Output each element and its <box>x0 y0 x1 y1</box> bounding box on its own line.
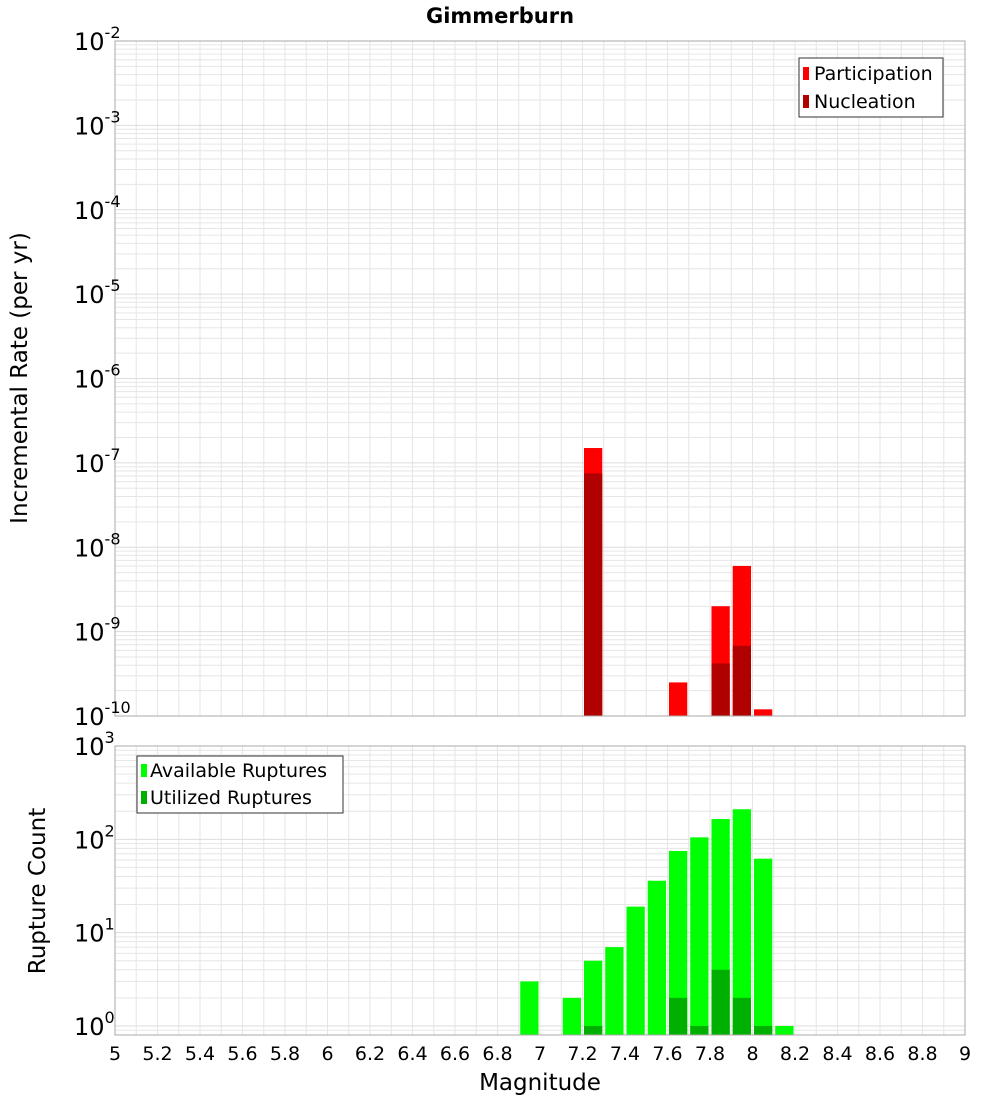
bottom-bar-available-ruptures <box>626 906 645 1035</box>
x-tick-label: 8.8 <box>907 1043 937 1065</box>
x-tick-label: 7.8 <box>695 1043 725 1065</box>
bottom-bar-available-ruptures <box>690 837 709 1035</box>
bottom-y-axis-label: Rupture Count <box>25 808 51 974</box>
bottom-bar-available-ruptures <box>520 981 539 1035</box>
bottom-bar-available-ruptures <box>775 1025 794 1035</box>
legend-swatch-available <box>141 764 147 777</box>
legend-swatch-nucleation <box>803 95 809 108</box>
x-tick-label: 5.4 <box>185 1043 215 1065</box>
top-y-tick-label: 10-9 <box>74 614 121 647</box>
x-axis-ticks: 5 5.2 5.4 5.6 5.8 6 6.2 6.4 6.6 6.8 7 7.2 7.4 7.6 7.8 8… <box>109 1043 971 1065</box>
top-y-tick-label: 10-8 <box>74 529 121 562</box>
bottom-y-tick-label: 102 <box>74 821 115 854</box>
bottom-bar-available-ruptures <box>562 997 582 1035</box>
bottom-plot-y-ticks: 100 101 102 103 <box>74 728 115 1041</box>
top-bar-nucleation <box>711 663 730 716</box>
bottom-bar-available-ruptures <box>583 960 603 1035</box>
top-plot-bars <box>583 448 773 716</box>
x-tick-label: 8.2 <box>780 1043 810 1065</box>
bottom-legend: Available Ruptures Utilized Ruptures <box>136 755 344 814</box>
bottom-bar-available-ruptures <box>668 850 688 1035</box>
x-tick-label: 6.6 <box>440 1043 470 1065</box>
top-bar-participation <box>753 709 773 716</box>
x-axis-label: Magnitude <box>479 1070 601 1096</box>
bottom-bar-available-ruptures <box>732 809 752 1035</box>
top-y-tick-label: 10-6 <box>74 361 121 394</box>
top-y-tick-label: 10-2 <box>74 23 121 56</box>
bottom-bar-utilized-ruptures <box>753 1025 773 1035</box>
top-legend: Participation Nucleation <box>798 57 944 118</box>
legend-label-participation: Participation <box>814 63 933 85</box>
top-bar-nucleation <box>732 645 752 716</box>
x-tick-label: 6.2 <box>355 1043 385 1065</box>
x-tick-label: 7.6 <box>652 1043 682 1065</box>
x-tick-label: 9 <box>959 1043 971 1065</box>
top-y-tick-label: 10-4 <box>74 192 121 225</box>
top-y-tick-label: 10-3 <box>74 107 121 140</box>
bottom-bar-available-ruptures <box>647 880 667 1035</box>
top-bar-nucleation <box>583 473 603 716</box>
x-tick-label: 7 <box>534 1043 546 1065</box>
legend-swatch-utilized <box>141 791 147 804</box>
x-tick-label: 6.4 <box>397 1043 427 1065</box>
x-tick-label: 7.4 <box>610 1043 640 1065</box>
x-tick-label: 6.8 <box>482 1043 512 1065</box>
top-legend-box <box>798 57 944 118</box>
top-plot-y-ticks: 10-10 10-9 10-8 10-7 10-6 10-5 10-4 10-3 10-2 <box>74 23 131 731</box>
top-plot-gridlines <box>114 40 966 717</box>
bottom-bar-available-ruptures <box>753 858 773 1035</box>
x-tick-label: 8.6 <box>865 1043 895 1065</box>
top-y-axis-label: Incremental Rate (per yr) <box>7 232 33 524</box>
x-tick-label: 8 <box>746 1043 758 1065</box>
legend-swatch-participation <box>803 67 809 80</box>
bottom-bar-utilized-ruptures <box>732 997 752 1035</box>
bottom-plot-frame <box>114 745 966 1036</box>
bottom-y-tick-label: 100 <box>74 1008 115 1041</box>
top-plot-frame <box>114 40 966 717</box>
x-tick-label: 5.6 <box>227 1043 257 1065</box>
x-tick-label: 6 <box>321 1043 333 1065</box>
bottom-bar-utilized-ruptures <box>690 1025 709 1035</box>
top-y-tick-label: 10-10 <box>74 698 131 731</box>
top-y-tick-label: 10-5 <box>74 276 121 309</box>
top-bar-participation <box>668 682 688 716</box>
legend-label-available: Available Ruptures <box>150 760 327 782</box>
bottom-bar-available-ruptures <box>605 947 624 1035</box>
x-tick-label: 5.8 <box>270 1043 300 1065</box>
bottom-y-tick-label: 103 <box>74 728 115 761</box>
chart-title: Gimmerburn <box>426 4 574 28</box>
bottom-plot-bars <box>520 809 794 1035</box>
bottom-y-tick-label: 101 <box>74 915 115 948</box>
x-tick-label: 8.4 <box>822 1043 852 1065</box>
x-tick-label: 5.2 <box>142 1043 172 1065</box>
bottom-bar-utilized-ruptures <box>583 1025 603 1035</box>
legend-label-nucleation: Nucleation <box>814 91 916 113</box>
x-tick-label: 5 <box>109 1043 121 1065</box>
bottom-legend-box <box>136 755 344 814</box>
x-tick-label: 7.2 <box>567 1043 597 1065</box>
legend-label-utilized: Utilized Ruptures <box>150 787 312 809</box>
top-y-tick-label: 10-7 <box>74 445 121 478</box>
bottom-bar-utilized-ruptures <box>668 997 688 1035</box>
bottom-bar-utilized-ruptures <box>711 969 730 1035</box>
